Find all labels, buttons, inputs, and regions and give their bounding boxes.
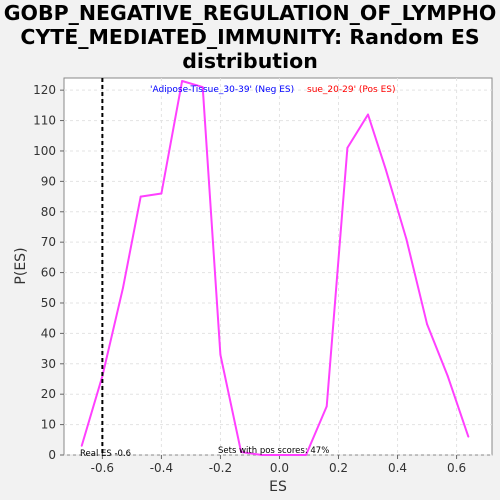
y-tick-label: 30 [41, 357, 56, 371]
y-tick-label: 20 [41, 387, 56, 401]
y-tick-label: 60 [41, 266, 56, 280]
y-tick-label: 10 [41, 418, 56, 432]
x-tick-label: 0.0 [270, 461, 289, 475]
real-es-label: Real ES -0.6 [80, 449, 131, 459]
data-point [305, 454, 307, 456]
y-tick-label: 40 [41, 326, 56, 340]
data-point [160, 192, 163, 195]
chart-title: GOBP_NEGATIVE_REGULATION_OF_LYMPHO CYTE_… [0, 1, 500, 73]
data-point [181, 80, 183, 82]
plot-area [63, 77, 493, 456]
x-axis: -0.6 -0.4 -0.2 0.0 0.2 0.4 0.6 [91, 455, 466, 475]
data-point [346, 147, 349, 149]
y-tick-label: 50 [41, 296, 56, 310]
data-point [287, 454, 290, 456]
y-tick-label: 90 [41, 174, 56, 188]
legend-pos: sue_20-29' (Pos ES) [307, 85, 396, 95]
y-tick-label: 80 [41, 205, 56, 219]
es-distribution-line [80, 80, 470, 456]
data-point [405, 238, 408, 241]
y-axis-label: P(ES) [13, 247, 29, 284]
data-point [201, 86, 204, 89]
y-tick-label: 0 [48, 448, 56, 462]
pos-scores-annotation: Sets with pos scores: 47% [218, 446, 329, 456]
series-group [80, 80, 470, 456]
data-point [426, 323, 428, 326]
x-tick-label: 0.4 [388, 461, 407, 475]
x-tick-label: 0.2 [329, 461, 348, 475]
data-point [260, 454, 263, 456]
x-tick-label: -0.2 [209, 461, 232, 475]
title-line-3: distribution [182, 49, 318, 73]
y-tick-label: 70 [41, 235, 56, 249]
x-tick-label: -0.6 [91, 461, 114, 475]
y-tick-label: 100 [33, 144, 56, 158]
data-point [325, 405, 328, 408]
data-point [384, 168, 387, 171]
x-tick-label: -0.4 [150, 461, 173, 475]
y-axis: 0 10 20 30 40 50 60 70 80 90 100 110 120 [33, 83, 64, 462]
title-line-1: GOBP_NEGATIVE_REGULATION_OF_LYMPHO [3, 1, 497, 25]
data-point [219, 353, 222, 356]
data-point [139, 195, 142, 198]
data-point [367, 113, 369, 116]
data-point [446, 375, 449, 377]
x-axis-label: ES [269, 479, 287, 495]
x-tick-label: 0.6 [447, 461, 466, 475]
data-point [122, 286, 124, 289]
grid [64, 78, 492, 456]
data-point [240, 451, 243, 453]
legend-neg: 'Adipose-Tissue_30-39' (Neg ES) [150, 85, 294, 95]
y-tick-label: 120 [33, 83, 56, 97]
data-point [80, 444, 83, 447]
y-tick-label: 110 [33, 114, 56, 128]
title-line-2: CYTE_MEDIATED_IMMUNITY: Random ES [20, 25, 480, 49]
data-point [467, 435, 470, 438]
